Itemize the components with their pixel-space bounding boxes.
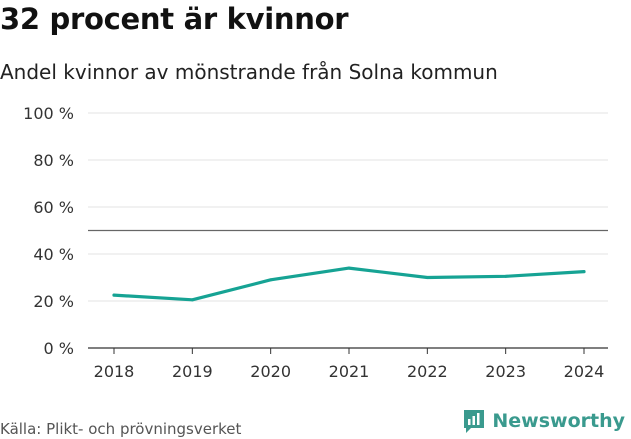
x-tick-label: 2024 <box>564 362 605 381</box>
x-tick-label: 2018 <box>94 362 135 381</box>
y-tick-label: 20 % <box>33 292 74 311</box>
data-point <box>504 274 508 278</box>
x-tick-label: 2021 <box>329 362 370 381</box>
x-axis-ticks: 2018 2019 2020 2021 2022 2023 2024 <box>94 348 605 381</box>
gridlines <box>88 112 608 349</box>
data-point <box>269 278 273 282</box>
source-note: Källa: Plikt- och prövningsverket <box>0 420 242 438</box>
x-tick-label: 2019 <box>172 362 213 381</box>
y-tick-label: 100 % <box>23 104 74 123</box>
x-tick-label: 2022 <box>407 362 448 381</box>
series-group <box>112 266 586 302</box>
y-tick-label: 0 % <box>44 339 74 358</box>
brand-name: Newsworthy <box>492 410 625 432</box>
y-tick-label: 40 % <box>33 245 74 264</box>
y-tick-label: 60 % <box>33 198 74 217</box>
data-point <box>347 266 351 270</box>
data-point <box>190 298 194 302</box>
chart-title: 32 procent är kvinnor <box>0 2 349 36</box>
y-axis-ticks: 0 % 20 % 40 % 60 % 80 % 100 % <box>23 104 74 358</box>
x-tick-label: 2020 <box>250 362 291 381</box>
data-point <box>582 270 586 274</box>
x-tick-label: 2023 <box>485 362 526 381</box>
data-point <box>112 293 116 297</box>
data-point <box>425 276 429 279</box>
newsworthy-icon <box>464 410 485 433</box>
chart-subtitle: Andel kvinnor av mönstrande från Solna k… <box>0 60 498 84</box>
y-tick-label: 80 % <box>33 151 74 170</box>
series-line <box>112 266 586 302</box>
brand-logo: Newsworthy <box>462 408 625 434</box>
